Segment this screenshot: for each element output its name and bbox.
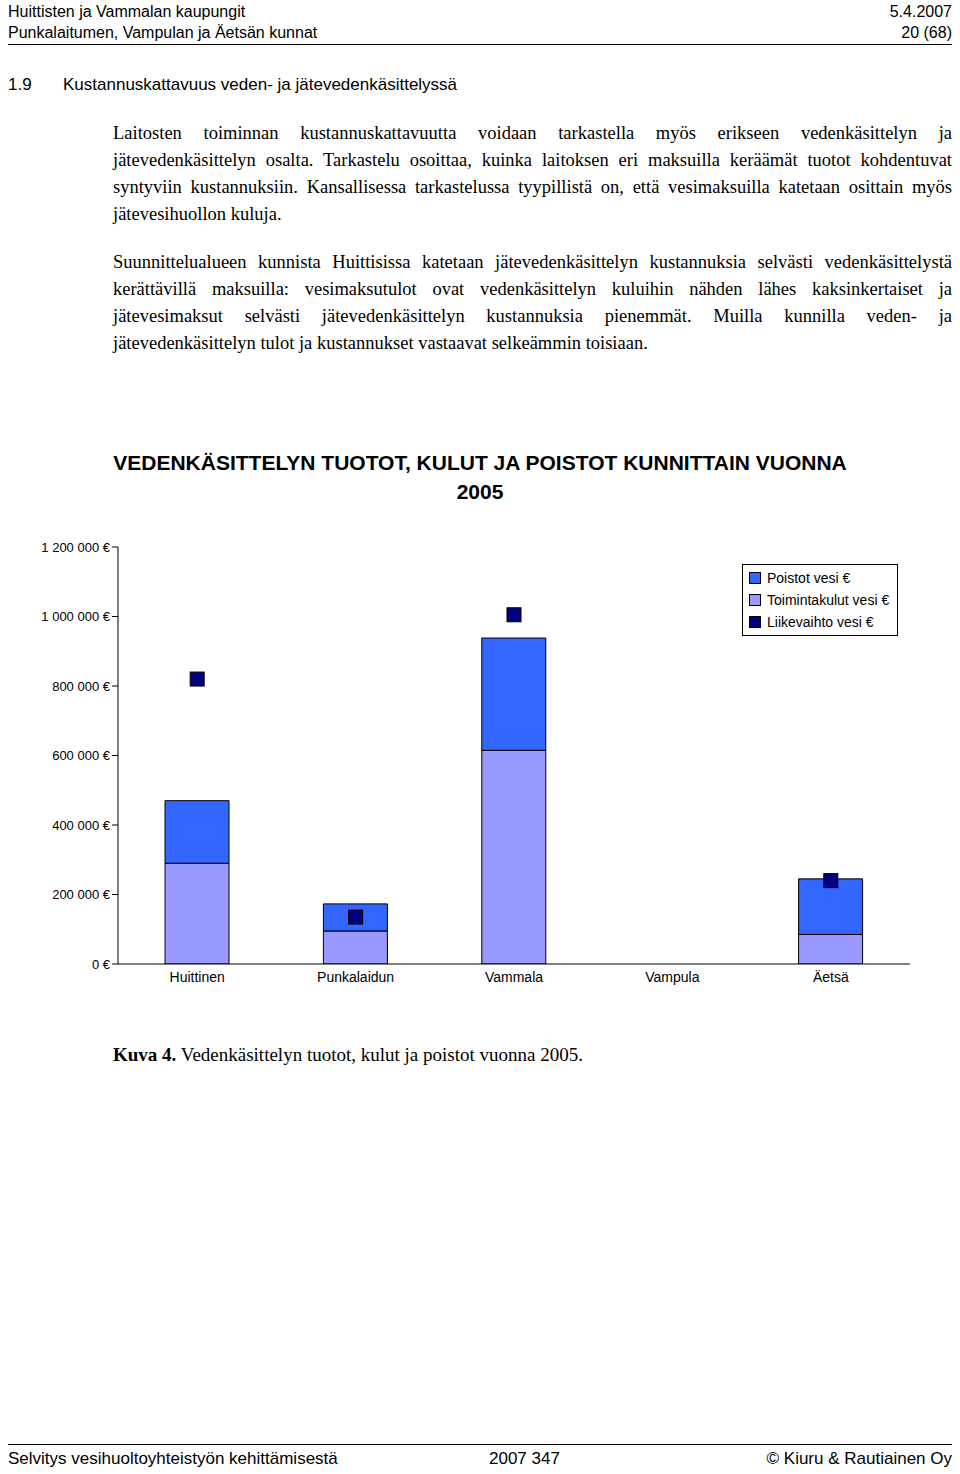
html-text:20 (68): 20 (68) — [901, 24, 952, 41]
html-text:Liikevaihto vesi €: Liikevaihto vesi € — [767, 614, 874, 630]
html-text:Poistot vesi €: Poistot vesi € — [767, 570, 851, 586]
svg-text:Vammala: Vammala — [485, 969, 543, 985]
html-text:Huittisten ja Vammalan kaupung: Huittisten ja Vammalan kaupungit — [8, 3, 246, 20]
html-text:Kuva 4. Vedenkäsittelyn tuotot: Kuva 4. Vedenkäsittelyn tuotot, kulut ja… — [113, 1044, 583, 1065]
html-text:Toimintakulut vesi €: Toimintakulut vesi € — [767, 592, 890, 608]
svg-text:800 000 €: 800 000 € — [52, 679, 111, 694]
svg-text:0 €: 0 € — [92, 957, 111, 972]
svg-text:Huittinen: Huittinen — [170, 969, 225, 985]
html-text:© Kiuru & Rautiainen Oy: © Kiuru & Rautiainen Oy — [766, 1449, 952, 1468]
html-text:Selvitys vesihuoltoyhteistyön: Selvitys vesihuoltoyhteistyön kehittämis… — [8, 1449, 338, 1468]
html-text:2007 347: 2007 347 — [489, 1449, 560, 1468]
svg-text:1 000 000 €: 1 000 000 € — [41, 609, 110, 624]
html-text:VEDENKÄSITTELYN TUOTOT, KULUT: VEDENKÄSITTELYN TUOTOT, KULUT JA POISTOT… — [113, 451, 847, 503]
svg-text:400 000 €: 400 000 € — [52, 818, 111, 833]
html-text:Punkalaitumen, Vampulan ja Äet: Punkalaitumen, Vampulan ja Äetsän kunnat — [8, 24, 318, 41]
html-text:Kustannuskattavuus veden- ja j: Kustannuskattavuus veden- ja jätevedenkä… — [63, 75, 458, 94]
html-text:5.4.2007: 5.4.2007 — [889, 3, 952, 20]
svg-text:1 200 000 €: 1 200 000 € — [41, 540, 110, 555]
html-text:1.9: 1.9 — [8, 75, 32, 94]
svg-text:Punkalaidun: Punkalaidun — [317, 969, 394, 985]
svg-text:200 000 €: 200 000 € — [52, 887, 111, 902]
svg-text:Äetsä: Äetsä — [813, 969, 849, 985]
html-text:Laitosten toiminnan kustannusk: Laitosten toiminnan kustannuskattavuutta… — [113, 123, 952, 224]
svg-text:600 000 €: 600 000 € — [52, 748, 111, 763]
html-text:Suunnittelualueen kunnista Hui: Suunnittelualueen kunnista Huittisissa k… — [113, 252, 952, 353]
svg-text:Vampula: Vampula — [645, 969, 699, 985]
